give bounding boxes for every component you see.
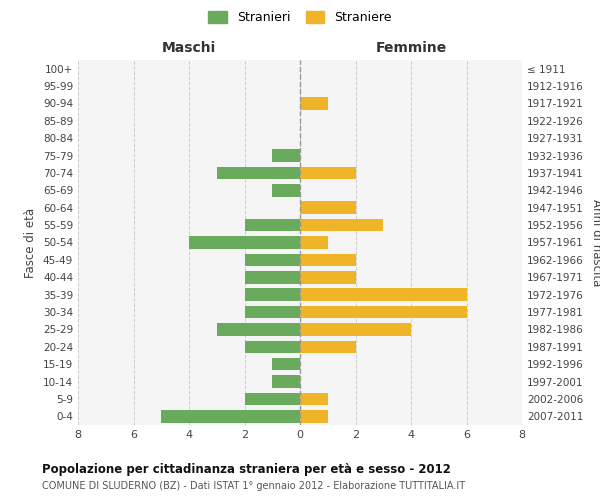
Bar [300,306,467,318]
Bar [217,166,300,179]
Bar [161,410,300,422]
Bar [300,166,355,179]
Text: COMUNE DI SLUDERNO (BZ) - Dati ISTAT 1° gennaio 2012 - Elaborazione TUTTITALIA.I: COMUNE DI SLUDERNO (BZ) - Dati ISTAT 1° … [42,481,465,491]
Bar [245,288,300,301]
Bar [245,306,300,318]
Bar [300,254,355,266]
Bar [189,236,300,249]
Bar [272,184,300,196]
Bar [245,340,300,353]
Y-axis label: Anni di nascita: Anni di nascita [590,199,600,286]
Bar [300,97,328,110]
Bar [245,254,300,266]
Text: Popolazione per cittadinanza straniera per età e sesso - 2012: Popolazione per cittadinanza straniera p… [42,462,451,475]
Bar [272,150,300,162]
Text: Maschi: Maschi [162,41,216,55]
Bar [300,323,411,336]
Bar [300,410,328,422]
Bar [300,271,355,283]
Bar [245,392,300,405]
Bar [300,236,328,249]
Y-axis label: Fasce di età: Fasce di età [25,208,37,278]
Bar [300,219,383,232]
Bar [245,219,300,232]
Bar [300,288,467,301]
Bar [300,340,355,353]
Bar [300,202,355,214]
Bar [217,323,300,336]
Bar [272,358,300,370]
Legend: Stranieri, Straniere: Stranieri, Straniere [203,6,397,29]
Bar [245,271,300,283]
Bar [272,376,300,388]
Bar [300,392,328,405]
Text: Femmine: Femmine [376,41,446,55]
